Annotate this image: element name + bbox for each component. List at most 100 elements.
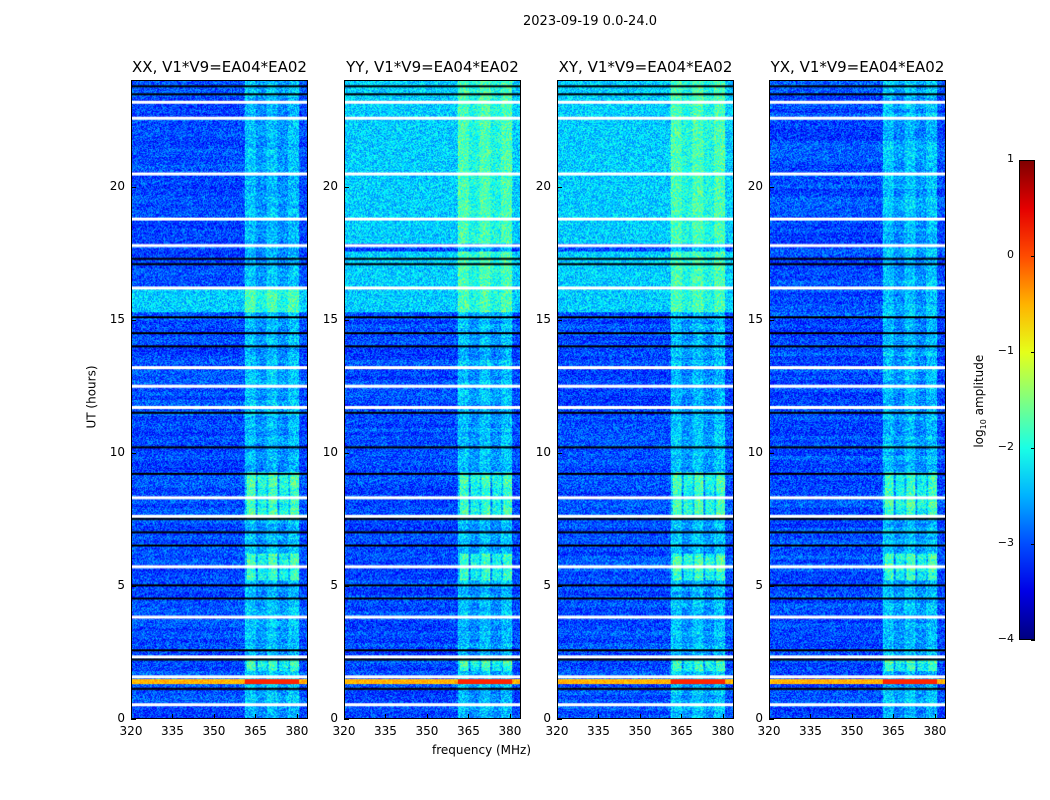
y-tick-label: 10 xyxy=(535,444,551,459)
colorbar-tick-mark xyxy=(1031,544,1035,545)
panel-title: XY, V1*V9=EA04*EA02 xyxy=(558,58,733,76)
y-tick-label: 20 xyxy=(535,178,551,193)
y-tick-label: 15 xyxy=(535,311,551,326)
colorbar xyxy=(1019,160,1035,640)
y-tick-mark xyxy=(344,452,349,454)
x-tick-mark xyxy=(639,714,641,719)
x-tick-label: 365 xyxy=(882,724,905,738)
y-tick-label: 5 xyxy=(117,577,125,592)
y-tick-mark xyxy=(344,319,349,321)
y-tick-label: 10 xyxy=(322,444,338,459)
x-tick-mark xyxy=(769,714,770,719)
y-tick-mark xyxy=(344,186,349,188)
colorbar-tick-label: 1 xyxy=(1007,152,1014,165)
y-tick-mark xyxy=(557,719,562,720)
x-tick-label: 320 xyxy=(757,724,781,738)
y-tick-label: 5 xyxy=(755,577,763,592)
x-axis-label: frequency (MHz) xyxy=(432,743,532,757)
heatmap-canvas xyxy=(132,81,307,718)
x-tick-label: 335 xyxy=(587,724,610,738)
y-tick-mark xyxy=(131,186,136,188)
x-tick-label: 320 xyxy=(119,724,143,738)
colorbar-tick-mark xyxy=(1031,640,1035,641)
figure-title: 2023-09-19 0.0-24.0 xyxy=(523,14,657,29)
colorbar-tick-label: −4 xyxy=(997,632,1014,645)
y-tick-label: 20 xyxy=(747,178,763,193)
y-tick-label: 15 xyxy=(747,311,763,326)
heatmap-panel-1 xyxy=(344,80,521,719)
x-tick-label: 320 xyxy=(332,724,356,738)
colorbar-tick-mark xyxy=(1031,448,1035,449)
x-tick-label: 350 xyxy=(202,724,226,738)
x-tick-mark xyxy=(598,714,600,719)
y-tick-mark xyxy=(769,719,774,720)
y-tick-mark xyxy=(344,719,349,720)
colorbar-tick-label: −1 xyxy=(997,344,1014,357)
y-tick-label: 15 xyxy=(322,311,338,326)
x-tick-mark xyxy=(131,714,132,719)
colorbar-tick-label: −3 xyxy=(997,536,1014,549)
x-tick-mark xyxy=(934,714,936,719)
x-tick-label: 350 xyxy=(840,724,864,738)
x-tick-label: 335 xyxy=(374,724,397,738)
y-tick-label: 0 xyxy=(755,711,763,725)
y-tick-mark xyxy=(344,585,349,587)
y-tick-mark xyxy=(557,319,562,321)
colorbar-label: log10 amplitude xyxy=(971,354,989,448)
x-tick-label: 380 xyxy=(498,724,522,738)
colorbar-tick-mark xyxy=(1031,160,1035,161)
heatmap-panel-0 xyxy=(131,80,308,719)
y-axis-label: UT (hours) xyxy=(84,365,99,429)
heatmap-canvas xyxy=(345,81,520,718)
x-tick-mark xyxy=(722,714,724,719)
panel-title: YX, V1*V9=EA04*EA02 xyxy=(770,58,945,76)
x-tick-mark xyxy=(344,714,345,719)
x-tick-mark xyxy=(681,714,683,719)
panel-title: YY, V1*V9=EA04*EA02 xyxy=(346,58,519,76)
y-tick-mark xyxy=(557,186,562,188)
x-tick-mark xyxy=(468,714,470,719)
y-tick-mark xyxy=(131,719,136,720)
x-tick-label: 365 xyxy=(670,724,693,738)
x-tick-label: 380 xyxy=(711,724,735,738)
x-tick-label: 365 xyxy=(457,724,480,738)
colorbar-tick-label: −2 xyxy=(997,440,1014,453)
panel-title: XX, V1*V9=EA04*EA02 xyxy=(132,58,307,76)
y-tick-label: 0 xyxy=(330,711,338,725)
x-tick-mark xyxy=(172,714,174,719)
x-tick-label: 380 xyxy=(923,724,947,738)
y-tick-mark xyxy=(131,319,136,321)
heatmap-panel-3 xyxy=(769,80,946,719)
x-tick-label: 350 xyxy=(628,724,652,738)
y-tick-mark xyxy=(769,186,774,188)
colorbar-tick-mark xyxy=(1031,352,1035,353)
y-tick-label: 5 xyxy=(543,577,551,592)
y-tick-label: 10 xyxy=(747,444,763,459)
heatmap-canvas xyxy=(558,81,733,718)
x-tick-label: 380 xyxy=(285,724,309,738)
y-tick-mark xyxy=(557,585,562,587)
y-tick-label: 20 xyxy=(109,178,125,193)
y-tick-mark xyxy=(769,319,774,321)
y-tick-mark xyxy=(769,452,774,454)
y-tick-mark xyxy=(769,585,774,587)
x-tick-mark xyxy=(385,714,387,719)
x-tick-label: 365 xyxy=(244,724,267,738)
x-tick-label: 320 xyxy=(545,724,569,738)
y-tick-label: 0 xyxy=(543,711,551,725)
x-tick-mark xyxy=(851,714,853,719)
x-tick-mark xyxy=(557,714,558,719)
x-tick-label: 335 xyxy=(161,724,184,738)
colorbar-tick-label: 0 xyxy=(1007,248,1014,261)
heatmap-panel-2 xyxy=(557,80,734,719)
y-tick-label: 0 xyxy=(117,711,125,725)
x-tick-mark xyxy=(213,714,215,719)
y-tick-mark xyxy=(131,452,136,454)
colorbar-tick-mark xyxy=(1031,256,1035,257)
x-tick-mark xyxy=(893,714,895,719)
x-tick-mark xyxy=(810,714,812,719)
y-tick-label: 15 xyxy=(109,311,125,326)
x-tick-label: 350 xyxy=(415,724,439,738)
y-tick-mark xyxy=(131,585,136,587)
